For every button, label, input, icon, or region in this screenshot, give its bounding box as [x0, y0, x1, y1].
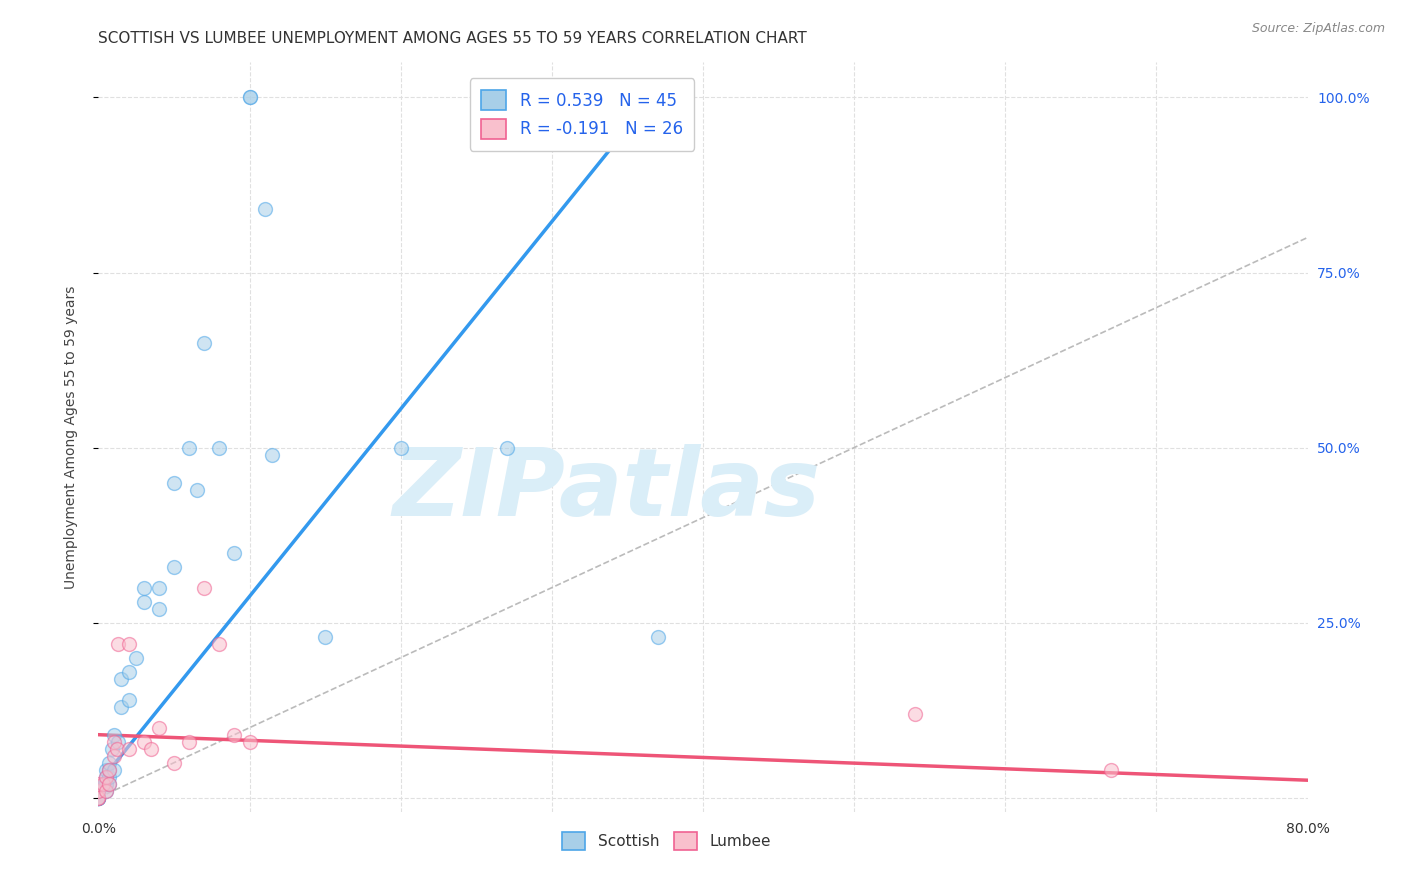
Point: [208, 637, 231, 651]
Point: [179, 441, 201, 455]
Point: [107, 734, 129, 748]
Text: SCOTTISH VS LUMBEE UNEMPLOYMENT AMONG AGES 55 TO 59 YEARS CORRELATION CHART: SCOTTISH VS LUMBEE UNEMPLOYMENT AMONG AG…: [98, 31, 807, 46]
Point: [105, 741, 128, 756]
Point: [94, 770, 117, 784]
Point: [98, 756, 121, 770]
Point: [98, 777, 121, 791]
Y-axis label: Unemployment Among Ages 55 to 59 years: Unemployment Among Ages 55 to 59 years: [63, 285, 77, 589]
Point: [94, 770, 117, 784]
Point: [495, 441, 517, 455]
Point: [87, 790, 110, 805]
Point: [94, 763, 117, 777]
Point: [103, 748, 125, 763]
Point: [118, 692, 141, 706]
Point: [239, 90, 262, 104]
Point: [647, 630, 669, 644]
Point: [224, 728, 246, 742]
Point: [94, 783, 117, 797]
Point: [87, 790, 110, 805]
Point: [141, 741, 163, 756]
Point: [118, 637, 141, 651]
Point: [103, 734, 125, 748]
Point: [389, 441, 412, 455]
Point: [87, 783, 110, 797]
Point: [87, 777, 110, 791]
Point: [224, 546, 246, 560]
Point: [186, 483, 208, 497]
Point: [94, 777, 117, 791]
Point: [98, 777, 121, 791]
Point: [904, 706, 927, 721]
Point: [118, 741, 141, 756]
Text: ZIPatlas: ZIPatlas: [392, 443, 820, 535]
Point: [179, 734, 201, 748]
Point: [91, 777, 114, 791]
Point: [87, 790, 110, 805]
Point: [87, 783, 110, 797]
Point: [94, 777, 117, 791]
Point: [148, 581, 170, 595]
Point: [239, 734, 262, 748]
Point: [253, 202, 276, 217]
Point: [87, 783, 110, 797]
Point: [87, 790, 110, 805]
Point: [193, 581, 215, 595]
Point: [87, 790, 110, 805]
Point: [239, 90, 262, 104]
Point: [163, 756, 186, 770]
Point: [148, 601, 170, 615]
Legend: Scottish, Lumbee: Scottish, Lumbee: [557, 826, 778, 856]
Point: [94, 783, 117, 797]
Point: [163, 559, 186, 574]
Point: [107, 637, 129, 651]
Point: [132, 581, 155, 595]
Point: [193, 335, 215, 350]
Point: [132, 734, 155, 748]
Point: [103, 728, 125, 742]
Text: Source: ZipAtlas.com: Source: ZipAtlas.com: [1251, 22, 1385, 36]
Point: [98, 763, 121, 777]
Point: [118, 665, 141, 679]
Point: [101, 741, 124, 756]
Point: [110, 699, 132, 714]
Point: [87, 790, 110, 805]
Point: [98, 763, 121, 777]
Point: [125, 650, 148, 665]
Point: [87, 790, 110, 805]
Point: [98, 770, 121, 784]
Point: [262, 448, 284, 462]
Point: [163, 475, 186, 490]
Point: [1099, 763, 1122, 777]
Point: [110, 672, 132, 686]
Point: [208, 441, 231, 455]
Point: [148, 721, 170, 735]
Point: [314, 630, 336, 644]
Point: [132, 594, 155, 608]
Point: [103, 763, 125, 777]
Point: [87, 790, 110, 805]
